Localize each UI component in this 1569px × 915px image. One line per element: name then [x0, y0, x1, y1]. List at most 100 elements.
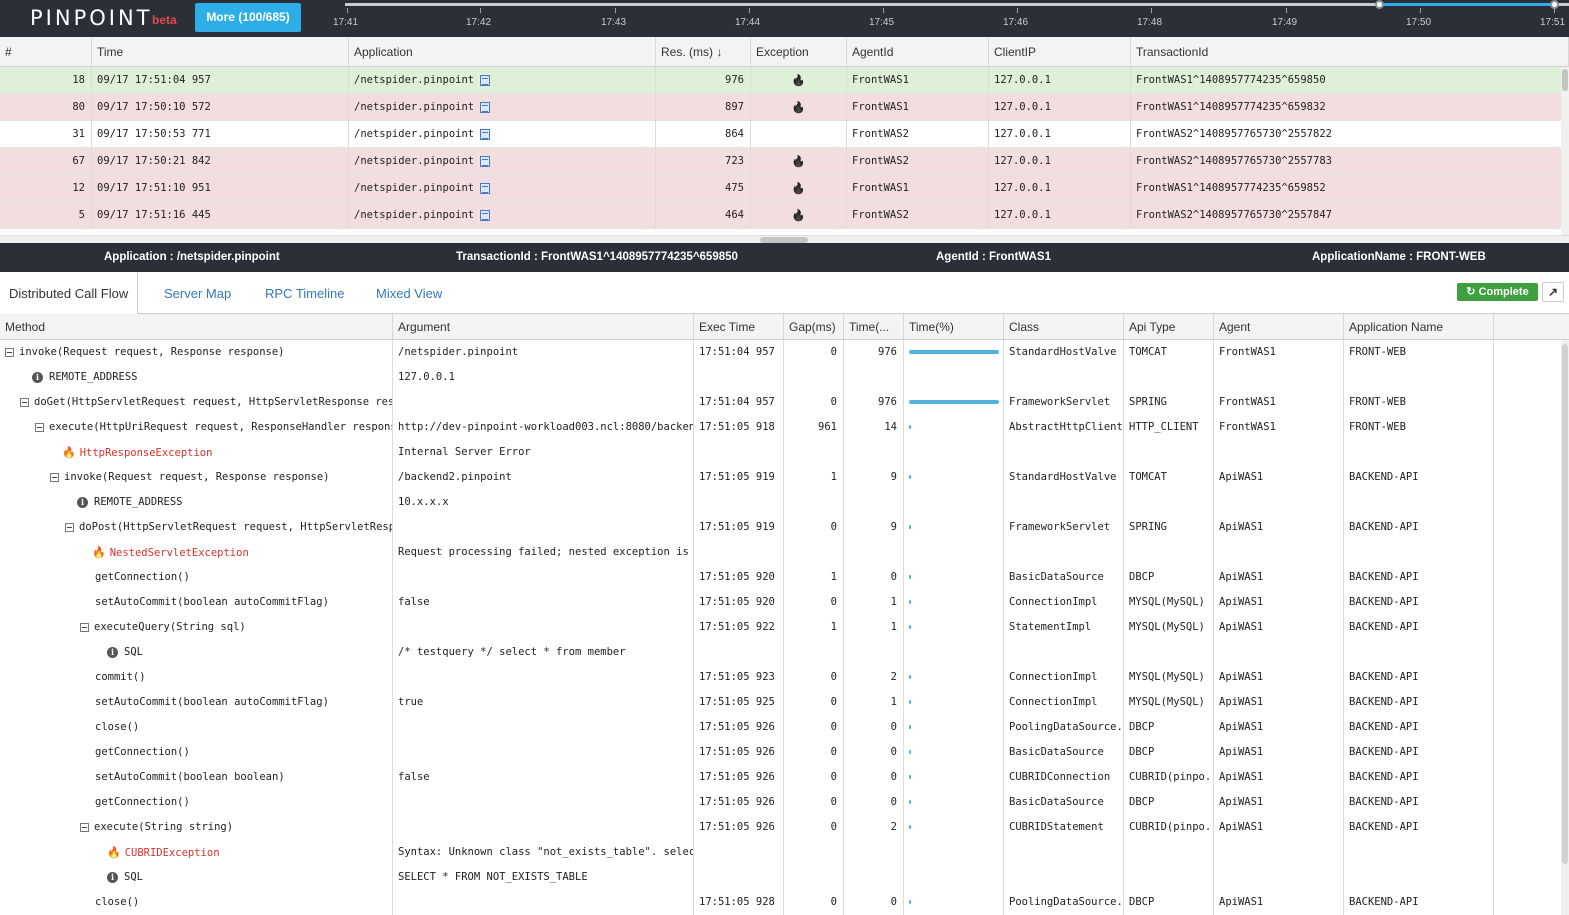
call-tree-row[interactable]: i REMOTE_ADDRESS 127.0.0.1 — [0, 365, 1561, 390]
tab-distributed-call-flow[interactable]: Distributed Call Flow — [0, 272, 139, 315]
column-header[interactable]: Res. (ms) ↓ — [656, 37, 751, 67]
time-range-slider[interactable]: 17:41 17:42 17:43 17:44 17:45 17:46 17:48 17:49… — [330, 0, 1569, 37]
call-tree-row[interactable]: execute(String string) 17:51:05 926 0 2 CUBR… — [0, 815, 1561, 840]
table-row[interactable]: 18 09/17 17:51:04 957/netspider.pinpoint 9… — [0, 67, 1561, 94]
complete-button[interactable]: ↻ Complete — [1457, 283, 1538, 301]
timeline-handle-start[interactable] — [1375, 0, 1384, 9]
open-external-button[interactable]: ↗ — [1542, 282, 1564, 302]
argument-cell: Internal Server Error — [393, 440, 694, 465]
column-header[interactable]: Time(... — [844, 314, 904, 340]
table-row[interactable]: 67 09/17 17:50:21 842/netspider.pinpoint 7… — [0, 148, 1561, 175]
row-time: 09/17 17:51:16 445 — [92, 202, 349, 229]
call-tree-row[interactable]: setAutoCommit(boolean autoCommitFlag) fal… — [0, 590, 1561, 615]
call-tree-row[interactable]: close() 17:51:05 928 0 0 PoolingDataSource..… — [0, 890, 1561, 915]
column-header[interactable]: Agent — [1214, 314, 1344, 340]
call-tree-row[interactable]: commit() 17:51:05 923 0 2 ConnectionImpl MYSQ… — [0, 665, 1561, 690]
table-row[interactable]: 5 09/17 17:51:16 445/netspider.pinpoint 46… — [0, 202, 1561, 229]
row-response-time: 976 — [656, 67, 751, 94]
call-tree-row[interactable]: getConnection() 17:51:05 920 1 0 BasicDataSo… — [0, 565, 1561, 590]
application-name-cell — [1344, 440, 1494, 465]
time-cell — [844, 365, 904, 390]
agent-cell — [1214, 865, 1344, 890]
column-header[interactable]: AgentId — [847, 37, 989, 67]
method-label: getConnection() — [95, 796, 190, 808]
row-transaction-id: FrontWAS1^1408957774235^659832 — [1131, 94, 1561, 121]
method-cell: setAutoCommit(boolean autoCommitFlag) — [0, 690, 393, 715]
column-header[interactable]: ClientIP — [989, 37, 1131, 67]
detail-list-icon[interactable] — [480, 209, 491, 221]
column-header[interactable]: Gap(ms) — [784, 314, 844, 340]
call-tree-row[interactable]: setAutoCommit(boolean autoCommitFlag) tru… — [0, 690, 1561, 715]
agent-cell: FrontWAS1 — [1214, 415, 1344, 440]
time-cell: 976 — [844, 390, 904, 415]
column-header[interactable]: Method — [0, 314, 393, 340]
call-tree-row[interactable]: getConnection() 17:51:05 926 0 0 BasicDataSo… — [0, 790, 1561, 815]
gap-cell: 0 — [784, 390, 844, 415]
call-tree-row[interactable]: execute(HttpUriRequest request, Response… — [0, 415, 1561, 440]
argument-cell: /* testquery */ select * from member — [393, 640, 694, 665]
argument-cell: false — [393, 590, 694, 615]
collapse-toggle-icon[interactable] — [50, 472, 59, 482]
call-tree-scrollbar[interactable] — [1561, 340, 1569, 915]
detail-list-icon[interactable] — [480, 155, 491, 167]
column-header[interactable]: Exec Time — [694, 314, 784, 340]
column-header[interactable]: TransactionId — [1131, 37, 1569, 67]
detail-list-icon[interactable] — [480, 182, 491, 194]
call-tree-row[interactable]: executeQuery(String sql) 17:51:05 922 1 1 St… — [0, 615, 1561, 640]
column-header[interactable]: Class — [1004, 314, 1124, 340]
column-header[interactable]: Exception — [751, 37, 847, 67]
call-tree-row[interactable]: invoke(Request request, Response respons… — [0, 465, 1561, 490]
collapse-toggle-icon[interactable] — [80, 822, 89, 832]
column-header[interactable]: Time(%) — [904, 314, 1004, 340]
detail-list-icon[interactable] — [480, 128, 491, 140]
table-row[interactable]: 12 09/17 17:51:10 951/netspider.pinpoint 4… — [0, 175, 1561, 202]
call-tree-row[interactable]: doPost(HttpServletRequest request, HttpS… — [0, 515, 1561, 540]
call-tree-row[interactable]: 🔥 NestedServletException Request processin… — [0, 540, 1561, 565]
column-header[interactable]: Time — [92, 37, 349, 67]
application-name-cell — [1344, 640, 1494, 665]
column-header[interactable]: Api Type — [1124, 314, 1214, 340]
column-header[interactable]: Application — [349, 37, 656, 67]
application-name-cell: BACKEND-API — [1344, 615, 1494, 640]
collapse-toggle-icon[interactable] — [65, 522, 74, 532]
transaction-list-scrollbar[interactable] — [1561, 67, 1569, 235]
call-tree-row[interactable]: close() 17:51:05 926 0 0 PoolingDataSource..… — [0, 715, 1561, 740]
more-button[interactable]: More (100/685) — [195, 3, 301, 32]
call-tree-row[interactable]: i SQL SELECT * FROM NOT_EXISTS_TABLE — [0, 865, 1561, 890]
tab-rpc-timeline[interactable]: RPC Timeline — [265, 286, 345, 301]
collapse-toggle-icon[interactable] — [5, 347, 14, 357]
tab-mixed-view[interactable]: Mixed View — [376, 286, 443, 301]
call-tree-row[interactable]: 🔥 CUBRIDException Syntax: Unknown class "n… — [0, 840, 1561, 865]
detail-list-icon[interactable] — [480, 74, 491, 86]
table-row[interactable]: 31 09/17 17:50:53 771/netspider.pinpoint 8… — [0, 121, 1561, 148]
transaction-list-hscrollbar[interactable] — [0, 235, 1569, 243]
method-label: REMOTE_ADDRESS — [49, 371, 138, 383]
exec-time-cell — [694, 440, 784, 465]
detail-list-icon[interactable] — [480, 101, 491, 113]
row-number: 31 — [0, 121, 92, 148]
time-cell: 2 — [844, 665, 904, 690]
tab-server-map[interactable]: Server Map — [164, 286, 232, 301]
collapse-toggle-icon[interactable] — [20, 397, 29, 407]
collapse-toggle-icon[interactable] — [80, 622, 89, 632]
call-tree-row[interactable]: 🔥 HttpResponseException Internal Server Er… — [0, 440, 1561, 465]
transaction-list-header: # Time Application Res. (ms) ↓ Exception Agen… — [0, 37, 1569, 67]
call-tree-row[interactable]: doGet(HttpServletRequest request, HttpSe… — [0, 390, 1561, 415]
column-header[interactable]: Argument — [393, 314, 694, 340]
column-header[interactable]: Application Name — [1344, 314, 1494, 340]
call-tree-row[interactable]: invoke(Request request, Response respons… — [0, 340, 1561, 365]
call-tree-row[interactable]: i SQL /* testquery */ select * from member — [0, 640, 1561, 665]
call-tree-row[interactable]: getConnection() 17:51:05 926 0 0 BasicDataSo… — [0, 740, 1561, 765]
exec-time-cell — [694, 365, 784, 390]
agent-cell: ApiWAS1 — [1214, 665, 1344, 690]
agent-cell: ApiWAS1 — [1214, 565, 1344, 590]
api-type-cell: DBCP — [1124, 715, 1214, 740]
table-row[interactable]: 80 09/17 17:50:10 572/netspider.pinpoint 8… — [0, 94, 1561, 121]
time-percent-bar — [909, 900, 911, 904]
call-tree-row[interactable]: i REMOTE_ADDRESS 10.x.x.x — [0, 490, 1561, 515]
call-tree-row[interactable]: setAutoCommit(boolean boolean) false 17:51… — [0, 765, 1561, 790]
api-type-cell: SPRING — [1124, 515, 1214, 540]
method-label: getConnection() — [95, 746, 190, 758]
collapse-toggle-icon[interactable] — [35, 422, 44, 432]
column-header[interactable]: # — [0, 37, 92, 67]
